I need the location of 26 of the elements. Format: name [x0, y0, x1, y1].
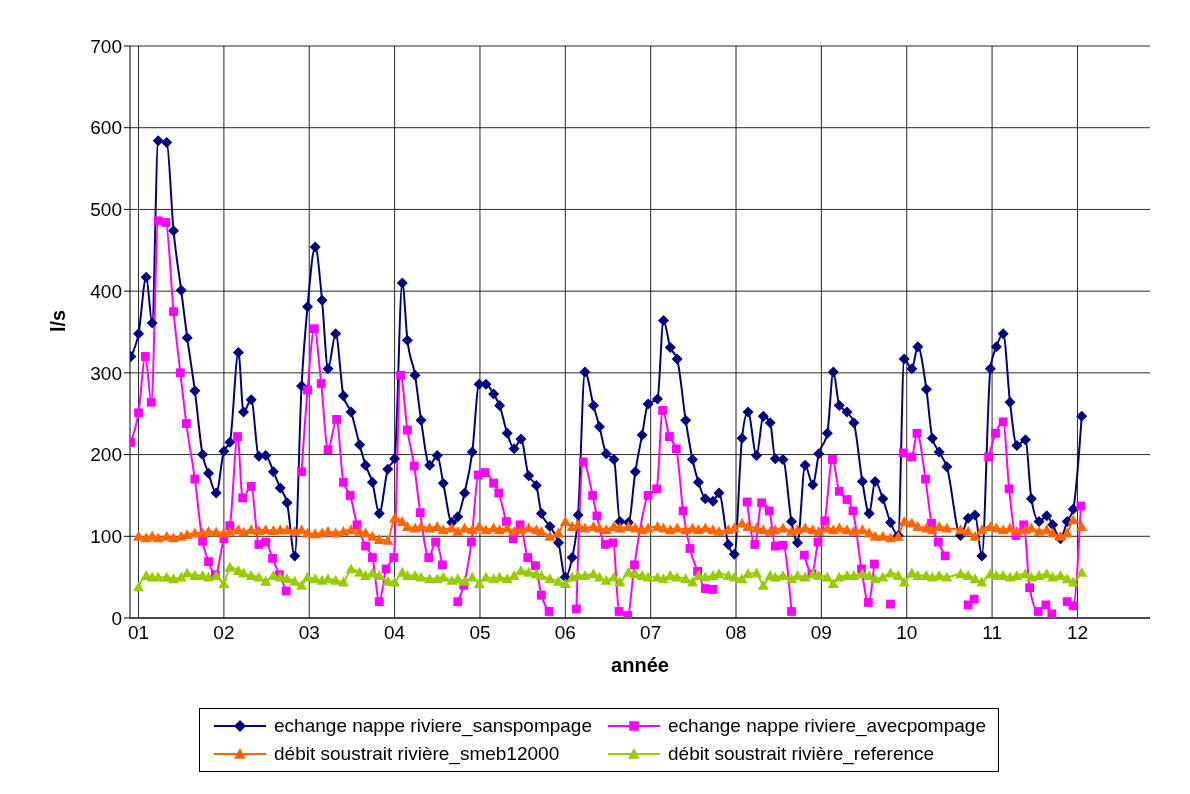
- y-tick-label: 300: [90, 362, 122, 384]
- x-tick-label: 11: [982, 622, 1002, 644]
- x-tick-label: 05: [469, 622, 491, 644]
- y-tick-label: 700: [90, 35, 122, 57]
- y-tick-label: 600: [90, 117, 122, 139]
- x-tick-label: 12: [1066, 622, 1089, 644]
- x-tick-label: 04: [384, 622, 406, 644]
- y-axis-title: l/s: [47, 309, 70, 332]
- x-tick-label: 07: [640, 622, 662, 644]
- y-tick-label: 500: [90, 199, 122, 221]
- x-tick-label: 02: [213, 622, 235, 644]
- legend-label: echange nappe riviere_avecpompage: [668, 715, 986, 737]
- x-tick-label: 03: [298, 622, 320, 644]
- x-axis-title: année: [611, 654, 669, 677]
- x-tick-label: 06: [554, 622, 576, 644]
- legend-label: débit soustrait rivière_reference: [668, 743, 935, 765]
- legend-label: echange nappe riviere_sanspompage: [274, 715, 592, 737]
- x-tick-label: 08: [725, 622, 747, 644]
- x-tick-label: 10: [896, 622, 918, 644]
- x-tick-label: 09: [810, 622, 832, 644]
- y-tick-label: 0: [111, 607, 122, 629]
- y-tick-label: 200: [90, 444, 122, 466]
- legend-label: débit soustrait rivière_smeb12000: [274, 743, 560, 765]
- y-tick-label: 400: [90, 280, 122, 302]
- y-tick-label: 100: [90, 526, 122, 548]
- x-tick-label: 01: [127, 622, 150, 644]
